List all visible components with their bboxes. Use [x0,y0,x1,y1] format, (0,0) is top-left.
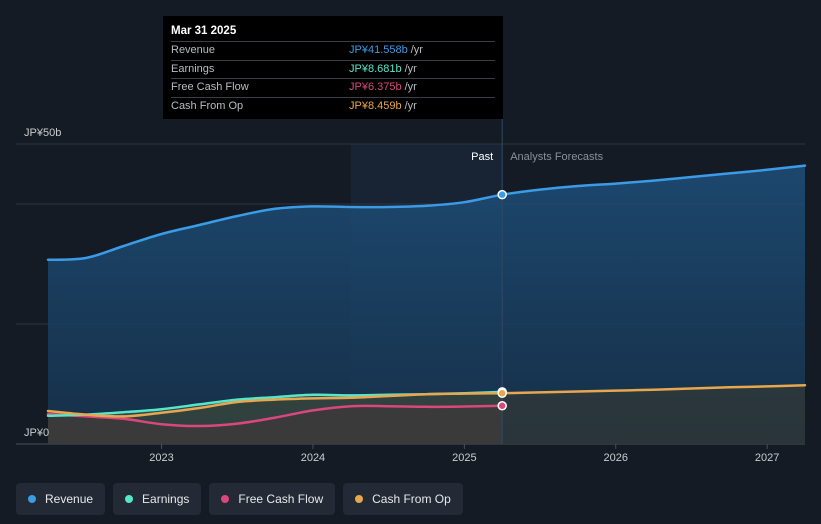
line-free-cash-flow [46,404,504,428]
tooltip-label: Cash From Op [171,99,244,112]
legend-dot-icon [125,495,134,503]
tooltip-row-earnings: Earnings JP¥8.681b /yr [171,59,495,79]
x-tick-label: 2023 [149,452,173,464]
chart-svg: JP¥50b JP¥0 2023 2024 2025 2026 2027 Past Analys… [16,119,807,464]
legend-item-free-cash-flow[interactable]: Free Cash Flow [209,483,336,515]
point-revenue [497,189,507,200]
legend-item-revenue[interactable]: Revenue [16,483,106,515]
x-tick-label: 2026 [604,452,628,464]
legend-item-cash-from-op[interactable]: Cash From Op [343,483,463,515]
tooltip-row-free-cash-flow: Free Cash Flow JP¥6.375b /yr [171,78,495,97]
tooltip-unit: /yr [410,44,423,56]
y-axis-label-top: JP¥50b [24,127,61,139]
area-revenue [48,165,805,444]
past-label: Past [471,151,493,163]
point-cash-from-op [497,388,507,398]
tooltip-unit: /yr [404,81,417,93]
tooltip-value: JP¥8.681b [349,62,402,75]
legend-label: Cash From Op [372,492,451,506]
tooltip-label: Earnings [171,62,215,75]
legend-dot-icon [221,495,230,503]
tooltip-value: JP¥41.558b [349,44,408,56]
line-cash-from-op [46,383,807,418]
legend-label: Revenue [45,492,94,506]
tooltip: Mar 31 2025 Revenue JP¥41.558b /yr Earni… [163,16,503,119]
tooltip-unit: /yr [404,99,417,112]
tooltip-date: Mar 31 2025 [171,25,237,37]
legend-label: Earnings [142,492,190,506]
y-axis-label-bottom: JP¥0 [24,427,49,439]
tooltip-row-revenue: Revenue JP¥41.558b /yr [171,41,495,60]
tooltip-label: Free Cash Flow [171,81,249,93]
x-tick-label: 2024 [301,452,325,464]
legend: Revenue Earnings Free Cash Flow Cash Fro… [16,483,463,515]
tooltip-row-cash-from-op: Cash From Op JP¥8.459b /yr [171,96,495,116]
x-tick-label: 2025 [452,452,476,464]
legend-item-earnings[interactable]: Earnings [113,483,202,515]
tooltip-value: JP¥6.375b [349,81,402,93]
legend-dot-icon [28,495,36,503]
tooltip-label: Revenue [171,44,216,56]
x-tick-label: 2027 [755,452,779,464]
tooltip-unit: /yr [404,62,417,75]
tooltip-value: JP¥8.459b [349,99,402,112]
line-revenue [46,164,807,262]
legend-dot-icon [355,495,364,503]
point-free-cash-flow [497,401,507,411]
legend-label: Free Cash Flow [238,492,324,506]
forecast-label: Analysts Forecasts [510,151,603,163]
area-cash-from-op [48,385,805,444]
